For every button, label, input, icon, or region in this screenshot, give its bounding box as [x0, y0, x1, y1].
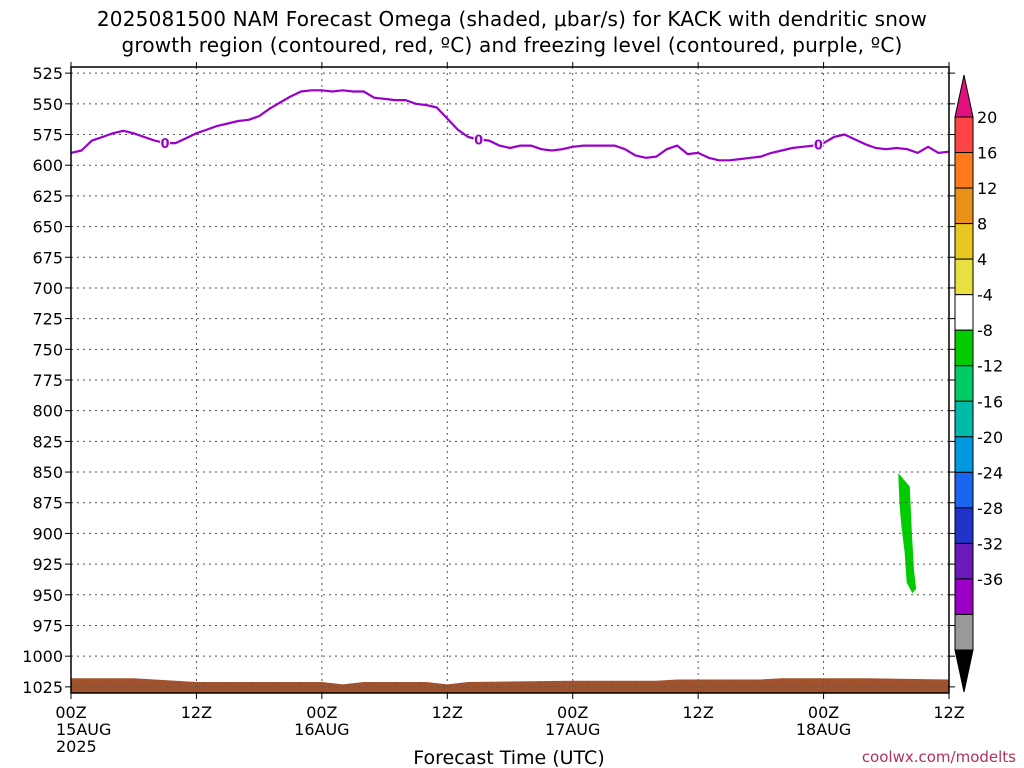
colorbar-label: -8 — [977, 321, 993, 340]
y-tick-label: 1000 — [22, 647, 63, 666]
y-tick-label: 800 — [32, 402, 63, 421]
y-tick-label: 600 — [32, 156, 63, 175]
contour-label-bg — [160, 136, 171, 151]
y-tick-label: 900 — [32, 524, 63, 543]
y-tick-label: 875 — [32, 494, 63, 513]
colorbar-label: -24 — [977, 463, 1003, 482]
x-tick-date: 18AUG — [796, 720, 851, 739]
y-tick-label: 625 — [32, 187, 63, 206]
freezing-level-line — [70, 89, 950, 162]
y-tick-label: 650 — [32, 218, 63, 237]
x-tick-label: 00Z — [557, 703, 588, 722]
plot-area: 0 0 0 — [70, 66, 950, 694]
y-tick-label: 850 — [32, 463, 63, 482]
colorbar-swatch — [954, 542, 974, 580]
colorbar-swatch — [954, 365, 974, 402]
freezing-level-label: 0 — [161, 137, 170, 152]
x-tick-label: 00Z — [306, 703, 337, 722]
colorbar-label: -20 — [977, 428, 1003, 447]
colorbar-bottom-arrow — [954, 649, 974, 693]
omega-shade-0 — [898, 473, 917, 594]
y-tick-label: 975 — [32, 616, 63, 635]
colorbar-swatch — [954, 436, 974, 473]
terrain-shading — [71, 678, 949, 693]
colorbar-swatch — [954, 400, 974, 438]
y-tick-label: 525 — [32, 64, 63, 83]
x-tick-date: 16AUG — [294, 720, 349, 739]
colorbar-label: 8 — [977, 215, 987, 234]
y-tick-label: 825 — [32, 432, 63, 451]
colorbar: 20 16 12 8 4 -4 -8 -12 -16 -20 -24 -28 -32 -36 — [954, 74, 1003, 693]
x-tick-date: 17AUG — [545, 720, 600, 739]
x-tick-date: 15AUG — [56, 720, 111, 739]
chart-title-line1: 2025081500 NAM Forecast Omega (shaded, μ… — [96, 7, 928, 31]
colorbar-swatch — [954, 578, 974, 615]
y-tick-label: 575 — [32, 126, 63, 145]
colorbar-swatch — [954, 507, 974, 544]
colorbar-top-arrow — [954, 74, 974, 118]
y-tick-label: 700 — [32, 279, 63, 298]
x-tick-label: 00Z — [808, 703, 839, 722]
y-tick-label: 550 — [32, 95, 63, 114]
colorbar-swatch — [954, 187, 974, 225]
x-tick-label: 00Z — [55, 703, 86, 722]
colorbar-label: 16 — [977, 144, 997, 163]
colorbar-swatch — [954, 116, 974, 154]
colorbar-swatch — [954, 258, 974, 296]
colorbar-swatch — [954, 152, 974, 189]
x-tick-label: 12Z — [181, 703, 212, 722]
y-tick-label: 725 — [32, 310, 63, 329]
colorbar-label: -12 — [977, 357, 1003, 376]
chart-title-line2: growth region (contoured, red, ºC) and f… — [121, 33, 903, 57]
x-axis-label: Forecast Time (UTC) — [413, 747, 604, 768]
freezing-level-label: 0 — [814, 138, 823, 153]
colorbar-swatch — [954, 223, 974, 260]
contour-label-bg — [813, 137, 824, 152]
y-tick-label: 750 — [32, 340, 63, 359]
colorbar-label: -4 — [977, 286, 993, 305]
colorbar-swatch — [954, 613, 974, 651]
x-tick-label: 12Z — [682, 703, 713, 722]
contour-label-bg — [473, 132, 484, 147]
colorbar-label: 12 — [977, 179, 997, 198]
y-tick-label: 775 — [32, 371, 63, 390]
y-axis: 525 550 575 600 625 650 675 700 725 750 775 800 825 8… — [22, 64, 955, 697]
colorbar-label: -28 — [977, 499, 1003, 518]
credit-text: coolwx.com/modelts — [862, 748, 1016, 766]
colorbar-swatch — [954, 471, 974, 509]
x-tick-label: 12Z — [933, 703, 964, 722]
colorbar-label: 4 — [977, 250, 987, 269]
x-tick-label: 12Z — [432, 703, 463, 722]
y-tick-label: 675 — [32, 248, 63, 267]
colorbar-swatch — [954, 294, 974, 331]
y-tick-label: 950 — [32, 586, 63, 605]
colorbar-label: 20 — [977, 108, 997, 127]
x-tick-year: 2025 — [56, 737, 97, 756]
colorbar-swatch — [954, 329, 974, 367]
y-tick-label: 1025 — [22, 678, 63, 697]
colorbar-label: -16 — [977, 392, 1003, 411]
y-tick-label: 925 — [32, 555, 63, 574]
colorbar-label: -36 — [977, 570, 1003, 589]
colorbar-label: -32 — [977, 534, 1003, 553]
freezing-level-label: 0 — [474, 133, 483, 148]
